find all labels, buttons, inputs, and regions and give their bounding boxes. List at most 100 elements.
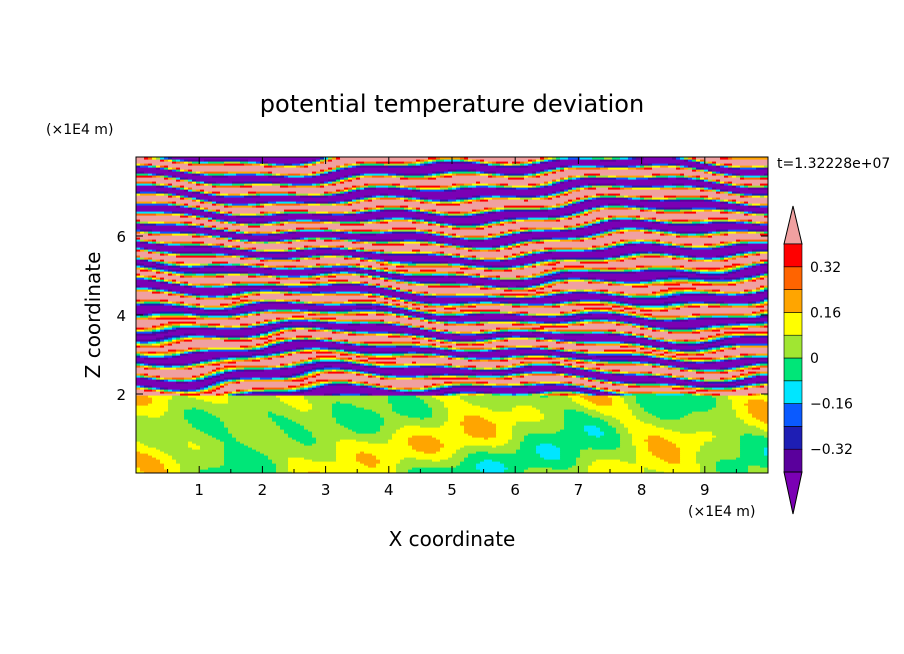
contour-cell	[312, 351, 317, 354]
contour-cell	[724, 325, 733, 328]
contour-cell	[572, 367, 577, 370]
contour-cell	[628, 331, 633, 334]
contour-cell	[432, 313, 437, 316]
contour-cell	[160, 377, 165, 380]
contour-cell	[392, 409, 433, 412]
contour-cell	[492, 341, 557, 344]
contour-cell	[560, 381, 565, 384]
contour-cell	[524, 277, 529, 280]
contour-cell	[732, 271, 737, 274]
contour-cell	[236, 315, 241, 318]
contour-cell	[452, 363, 513, 366]
contour-cell	[224, 393, 229, 396]
contour-cell	[636, 449, 649, 452]
contour-cell	[460, 257, 465, 260]
contour-cell	[172, 377, 185, 380]
contour-cell	[716, 247, 721, 250]
contour-cell	[396, 389, 401, 392]
contour-cell	[188, 353, 253, 356]
contour-cell	[168, 269, 173, 272]
contour-cell	[428, 313, 433, 316]
contour-cell	[232, 307, 237, 310]
contour-cell	[720, 277, 725, 280]
contour-cell	[724, 331, 768, 334]
contour-cell	[596, 379, 601, 382]
contour-cell	[672, 339, 677, 342]
contour-cell	[592, 391, 605, 394]
contour-cell	[260, 293, 285, 296]
contour-cell	[712, 247, 717, 250]
contour-cell	[428, 337, 433, 340]
contour-cell	[356, 249, 361, 252]
contour-cell	[492, 393, 501, 396]
contour-cell	[448, 319, 481, 322]
contour-cell	[240, 247, 245, 250]
contour-cell	[612, 301, 617, 304]
contour-cell	[532, 287, 537, 290]
contour-cell	[348, 249, 353, 252]
contour-cell	[388, 387, 393, 390]
contour-cell	[184, 273, 197, 276]
contour-cell	[416, 309, 421, 312]
contour-cell	[140, 343, 153, 346]
contour-cell	[564, 333, 585, 336]
contour-cell	[616, 329, 653, 332]
contour-cell	[728, 357, 733, 360]
contour-cell	[368, 357, 397, 360]
contour-cell	[404, 391, 425, 394]
contour-cell	[480, 249, 489, 252]
contour-cell	[656, 327, 661, 330]
contour-cell	[740, 345, 768, 348]
contour-cell	[520, 363, 525, 366]
contour-cell	[184, 245, 209, 248]
contour-cell	[748, 253, 753, 256]
contour-cell	[504, 471, 525, 473]
contour-cell	[552, 467, 569, 470]
contour-cell	[376, 285, 381, 288]
contour-cell	[324, 303, 341, 306]
contour-cell	[688, 377, 693, 380]
contour-cell	[416, 315, 421, 318]
contour-cell	[740, 453, 765, 456]
contour-cell	[536, 447, 561, 450]
contour-cell	[260, 309, 265, 312]
contour-cell	[664, 355, 669, 358]
contour-cell	[172, 265, 181, 268]
contour-cell	[264, 267, 269, 270]
contour-cell	[228, 305, 233, 308]
contour-cell	[620, 301, 625, 304]
contour-cell	[432, 459, 441, 462]
contour-cell	[660, 253, 665, 256]
contour-cell	[384, 309, 389, 312]
contour-cell	[732, 265, 737, 268]
contour-cell	[260, 357, 265, 360]
contour-cell	[428, 375, 441, 378]
contour-cell	[408, 317, 413, 320]
contour-cell	[564, 313, 569, 316]
contour-cell	[596, 403, 613, 406]
contour-cell	[320, 381, 329, 384]
contour-cell	[464, 349, 481, 352]
contour-cell	[748, 325, 761, 328]
contour-cell	[340, 247, 345, 250]
contour-cell	[592, 415, 613, 418]
contour-cell	[376, 299, 393, 302]
contour-cell	[508, 355, 513, 358]
contour-cell	[368, 465, 377, 468]
contour-cell	[256, 263, 265, 266]
contour-cell	[276, 331, 281, 334]
contour-cell	[512, 377, 581, 380]
contour-cell	[380, 261, 385, 264]
contour-cell	[168, 351, 177, 354]
contour-cell	[584, 375, 589, 378]
contour-cell	[192, 423, 225, 426]
contour-cell	[688, 279, 697, 282]
contour-cell	[392, 269, 397, 272]
contour-cell	[496, 425, 513, 428]
contour-cell	[536, 253, 621, 256]
contour-cell	[612, 389, 617, 392]
contour-cell	[196, 313, 209, 316]
contour-cell	[700, 277, 721, 280]
contour-cell	[388, 275, 405, 278]
contour-cell	[636, 349, 653, 352]
